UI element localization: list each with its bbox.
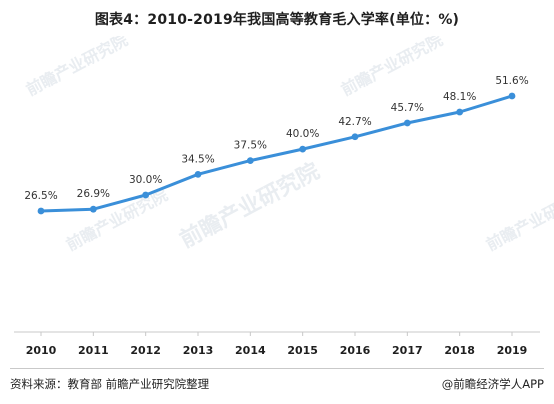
data-point: [508, 92, 516, 100]
series-line: [39, 94, 514, 213]
data-label: 45.7%: [391, 102, 424, 114]
x-tick-label: 2011: [78, 344, 109, 357]
x-axis: [14, 331, 540, 336]
x-tick-label: 2015: [287, 344, 318, 357]
watermark-text: 前瞻产业研究院: [23, 36, 131, 100]
data-label: 37.5%: [234, 140, 267, 152]
chart-area: 前瞻产业研究院 前瞻产业研究院 前瞻产业研究院 前瞻产业研究院 前瞻产业研究院 26.5…: [0, 36, 554, 366]
data-label: 48.1%: [443, 91, 476, 103]
credit-note: @前瞻经济学人APP: [441, 377, 544, 391]
x-tick-label: 2019: [497, 344, 528, 357]
data-point: [299, 145, 307, 153]
data-label: 26.9%: [77, 188, 110, 200]
data-label: 30.0%: [129, 174, 162, 186]
data-point: [194, 170, 202, 178]
chart-title: 图表4：2010-2019年我国高等教育毛入学率(单位：%): [94, 12, 460, 28]
data-point: [37, 207, 45, 215]
x-tick-label: 2013: [183, 344, 214, 357]
watermark-text: 前瞻产业研究院: [338, 36, 446, 100]
x-tick-label: 2014: [235, 344, 266, 357]
data-label: 51.6%: [495, 75, 528, 87]
data-point: [456, 108, 464, 116]
data-point-layer: [37, 92, 516, 215]
x-tick-label: 2018: [444, 344, 475, 357]
data-point: [246, 157, 254, 165]
data-label: 26.5%: [24, 190, 57, 202]
data-label: 42.7%: [338, 116, 371, 128]
data-point: [351, 133, 359, 141]
data-label: 34.5%: [181, 153, 214, 165]
series-line-layer: [39, 94, 514, 213]
data-label-layer: 26.5% 26.9% 30.0% 34.5% 37.5% 40.0% 42.7% 45.7%…: [24, 75, 528, 202]
x-tick-label: 2016: [340, 344, 371, 357]
x-tick-layer: 2010 2011 2012 2013 2014 2015 2016 2017 2018 2019: [26, 344, 528, 357]
footer-divider: [10, 368, 544, 369]
x-tick-label: 2012: [130, 344, 161, 357]
watermark-text: 前瞻产业研究院: [483, 185, 554, 254]
data-point: [403, 119, 411, 127]
x-tick-label: 2010: [26, 344, 57, 357]
x-tick-label: 2017: [392, 344, 423, 357]
data-point: [142, 191, 150, 199]
data-point: [89, 205, 97, 213]
data-label: 40.0%: [286, 128, 319, 140]
source-note: 资料来源：教育部 前瞻产业研究院整理: [10, 377, 210, 391]
